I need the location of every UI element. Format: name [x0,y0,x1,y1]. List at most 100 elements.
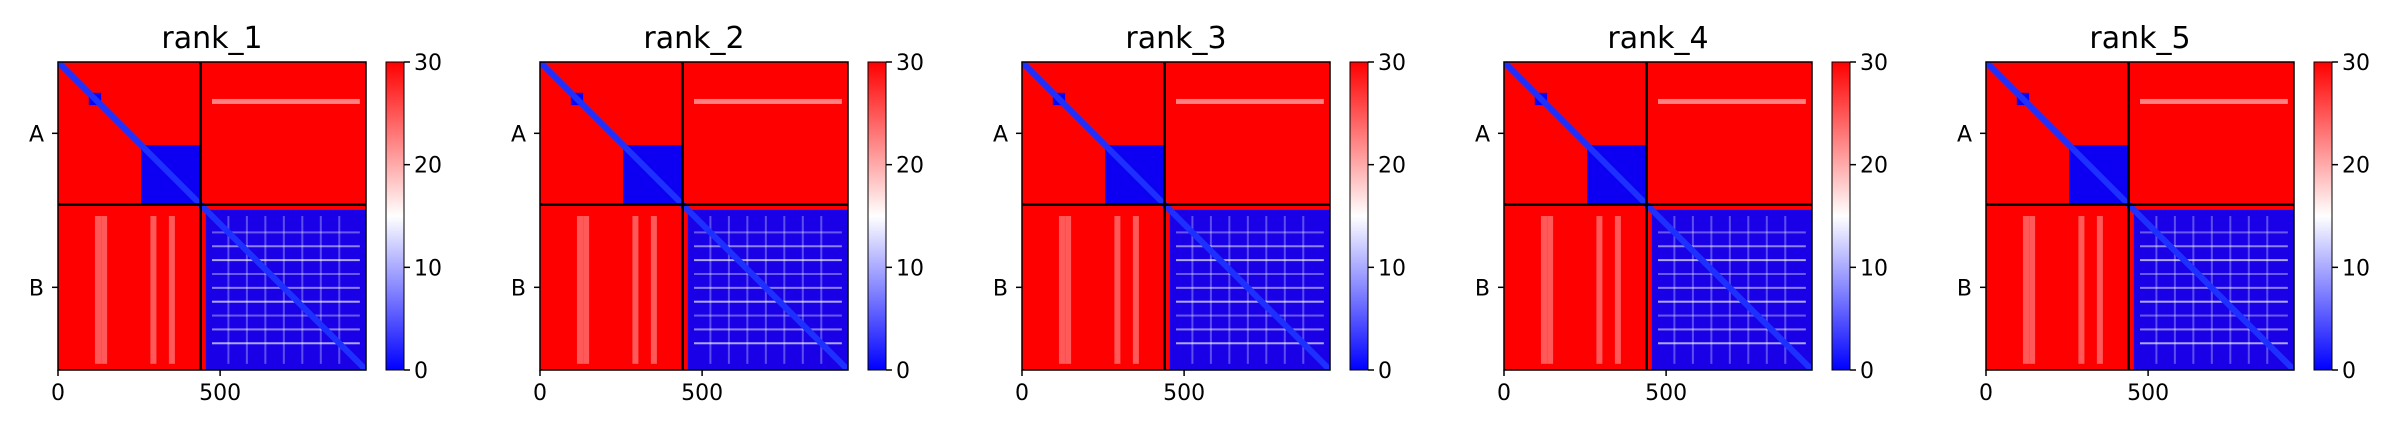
y-tick-label: B [511,276,526,301]
panel-title: rank_4 [1607,21,1708,56]
texture-stripe [245,216,248,364]
panel-rank-5: rank_5 A B 0 500 0 10 20 30 [1957,21,2370,406]
interchain-band [1114,216,1121,364]
x-tick-label: 0 [51,381,65,406]
texture-stripe [212,231,360,234]
texture-stripe [1710,216,1713,364]
interchain-band [650,216,657,364]
texture-stripe [1191,216,1194,364]
colorbar-tick-label: 10 [1378,256,1406,281]
texture-stripe [2173,216,2176,364]
colorbar [1349,61,1369,371]
interchain-band [1176,98,1324,104]
texture-stripe [694,328,842,331]
interchain-band [1065,216,1072,364]
texture-stripe [1283,216,1286,364]
colorbar [1831,61,1851,371]
panel-title: rank_1 [161,21,262,56]
texture-stripe [301,216,304,364]
texture-stripe [212,259,360,262]
heatmap-cells [58,62,366,370]
y-tick-label: A [1475,122,1490,147]
panel-title: rank_5 [2089,21,2190,56]
texture-stripe [1658,272,1806,275]
texture-stripe [319,216,322,364]
texture-stripe [212,314,360,317]
interchain-band [2022,216,2029,364]
colorbar [385,61,405,371]
texture-stripe [746,216,749,364]
panel-title: rank_2 [643,21,744,56]
interchain-band [2096,216,2103,364]
texture-stripe [2140,259,2288,262]
diagonal-line [1986,62,2294,370]
texture-stripe [2229,216,2232,364]
texture-stripe [694,245,842,248]
colorbar-tick-label: 10 [2342,256,2370,281]
heatmap-cells [1504,62,1812,370]
texture-stripe [2140,272,2288,275]
texture-stripe [1765,216,1768,364]
texture-stripe [1176,314,1324,317]
interchain-band [1540,216,1547,364]
interchain-band [1058,216,1065,364]
colorbar-tick-label: 30 [1378,51,1406,76]
colorbar-tick-label: 0 [2342,359,2356,384]
texture-stripe [1658,245,1806,248]
texture-stripe [820,216,823,364]
diagonal-line [540,62,848,370]
texture-stripe [1658,314,1806,317]
texture-stripe [709,216,712,364]
texture-stripe [1673,216,1676,364]
colorbar [2313,61,2333,371]
texture-stripe [2140,342,2288,345]
interchain-band [2078,216,2085,364]
interchain-band [101,216,108,364]
y-tick-label: A [29,122,44,147]
y-tick-label: B [29,276,44,301]
x-tick-label: 0 [1497,381,1511,406]
texture-stripe [1658,300,1806,303]
heatmap-cells [1986,62,2294,370]
texture-stripe [212,272,360,275]
y-tick-label: B [1957,276,1972,301]
texture-stripe [1784,216,1787,364]
texture-stripe [1176,342,1324,345]
texture-stripe [694,314,842,317]
texture-stripe [801,216,804,364]
x-tick-label: 500 [199,381,241,406]
texture-stripe [227,216,230,364]
colorbar-tick-label: 0 [1378,359,1392,384]
colorbar-tick-label: 20 [1860,154,1888,179]
texture-stripe [212,328,360,331]
colorbar-tick-label: 20 [1378,154,1406,179]
x-tick-label: 500 [681,381,723,406]
y-tick-label: B [1475,276,1490,301]
interchain-band [694,98,842,104]
interchain-band [1596,216,1603,364]
texture-stripe [1658,259,1806,262]
colorbar [867,61,887,371]
panel-rank-3: rank_3 A B 0 500 0 10 20 30 [993,21,1406,406]
x-tick-label: 500 [1645,381,1687,406]
y-tick-label: A [1957,122,1972,147]
texture-stripe [2140,231,2288,234]
interchain-band [1614,216,1621,364]
texture-stripe [2266,216,2269,364]
texture-stripe [212,300,360,303]
interchain-band [1132,216,1139,364]
x-tick-label: 0 [533,381,547,406]
y-tick-label: B [993,276,1008,301]
texture-stripe [1209,216,1212,364]
heatmap-frame [1021,61,1331,371]
heatmap-frame [1985,61,2295,371]
panel-title: rank_3 [1125,21,1226,56]
interchain-band [94,216,101,364]
texture-stripe [694,300,842,303]
texture-stripe [1176,231,1324,234]
texture-stripe [1658,328,1806,331]
texture-stripe [1176,245,1324,248]
texture-stripe [212,245,360,248]
texture-stripe [1176,300,1324,303]
texture-stripe [1658,342,1806,345]
